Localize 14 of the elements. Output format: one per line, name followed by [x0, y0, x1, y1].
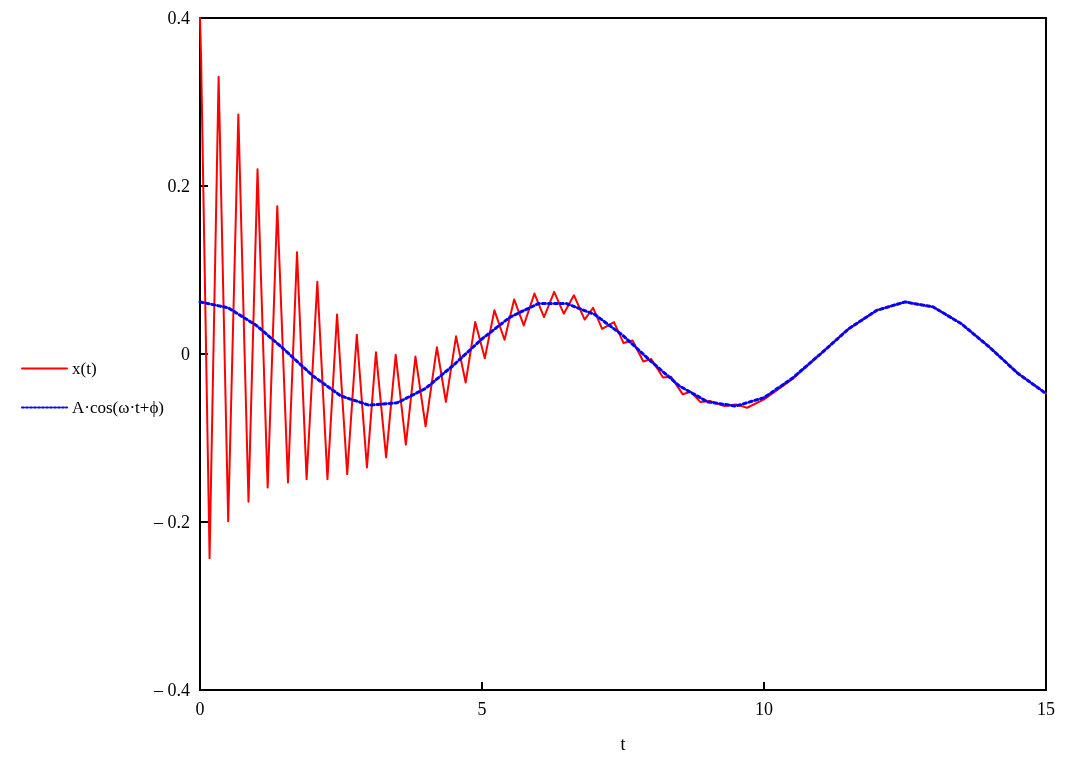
x-tick-label: 15: [1037, 699, 1055, 719]
legend-label: x(t): [72, 359, 97, 378]
x-tick-label: 10: [755, 699, 773, 719]
y-tick-label: 0: [181, 344, 190, 364]
y-tick-label: – 0.2: [153, 512, 190, 532]
x-axis-title: t: [620, 734, 626, 754]
y-tick-label: – 0.4: [153, 680, 190, 700]
line-series: [199, 17, 1047, 560]
y-tick-label: 0.4: [167, 8, 190, 28]
line-series: [198, 300, 1048, 408]
legend-label: A·cos(ω·t+ϕ): [72, 398, 165, 417]
x-tick-label: 5: [477, 699, 487, 719]
y-tick-label: 0.2: [167, 176, 190, 196]
x-tick-label: 0: [195, 699, 205, 719]
